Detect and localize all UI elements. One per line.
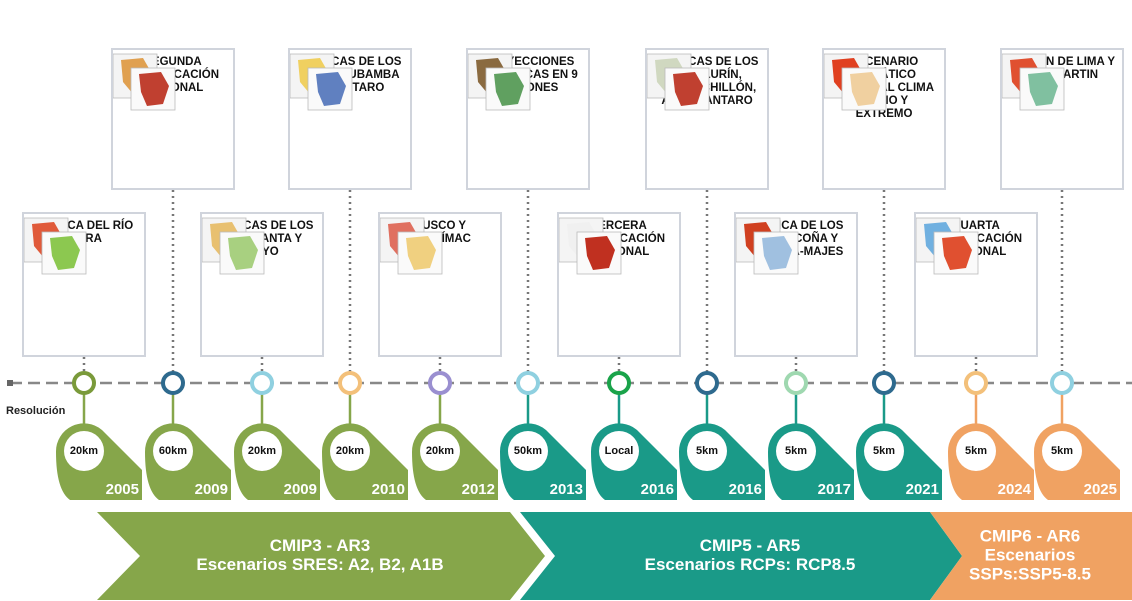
year: 2025 [1084,481,1117,498]
timeline-node [786,373,806,393]
map-thumbnail [736,214,800,276]
rail-start [7,380,13,386]
year: 2024 [998,481,1032,498]
resolution: 60km [159,445,187,457]
timeline-node [74,373,94,393]
resolution: 5km [1051,445,1073,457]
resolution: 5km [965,445,987,457]
publication-card: TERCERA COMUNICACIÓN NACIONAL [557,212,681,357]
resolution: 5km [696,445,718,457]
era-title: CMIP5 - AR5 [700,536,800,555]
timeline-node [966,373,986,393]
publication-card: CUSCO Y APURÍMAC [378,212,502,357]
timeline-node [252,373,272,393]
map-thumbnail [559,214,623,276]
year: 2021 [906,481,939,498]
map-thumbnail [380,214,444,276]
map-thumbnail [1002,50,1066,112]
map-thumbnail [824,50,888,112]
era-title: CMIP6 - AR6 [980,526,1080,545]
resolution: 20km [70,445,98,457]
resolution: 5km [873,445,895,457]
map-thumbnail [290,50,354,112]
publication-card: SEGUNDA COMUNICACIÓN NACIONAL [111,48,235,190]
year: 2005 [106,481,139,498]
resolution-label: Resolución [6,405,65,417]
year: 2016 [641,481,674,498]
year: 2010 [372,481,405,498]
year: 2012 [462,481,495,498]
resolution: 5km [785,445,807,457]
resolution: 20km [336,445,364,457]
map-thumbnail [24,214,88,276]
timeline-node [874,373,894,393]
timeline-node [609,373,629,393]
map-thumbnail [468,50,532,112]
timeline-node [430,373,450,393]
era-line: Escenarios SRES: A2, B2, A1B [196,555,443,574]
resolution: 20km [426,445,454,457]
timeline-node [340,373,360,393]
resolution: 20km [248,445,276,457]
year: 2009 [284,481,317,498]
map-thumbnail [647,50,711,112]
publication-card: ESCENARIO CLIMÁTICO NACIONAL CLIMA MEDIO… [822,48,946,190]
publication-card: REGIÓN DE LIMA Y SAN MARTIN [1000,48,1124,190]
timeline-node [1052,373,1072,393]
year: 2016 [729,481,762,498]
timeline-infographic: CMIP3 - AR3Escenarios SRES: A2, B2, A1B C… [0,0,1132,601]
resolution: 50km [514,445,542,457]
year: 2009 [195,481,228,498]
era-line: Escenarios [985,545,1076,564]
map-thumbnail [202,214,266,276]
timeline-node [697,373,717,393]
timeline-node [518,373,538,393]
era-line: SSPs:SSP5-8.5 [969,564,1091,583]
map-thumbnail [113,50,177,112]
publication-card: CUARTA COMUNICACIÓN NACIONAL [914,212,1038,357]
resolution: Local [605,445,634,457]
publication-card: PROYECCIONES CLIMÁTICAS EN 9 REGIONES [466,48,590,190]
timeline-node [163,373,183,393]
era-title: CMIP3 - AR3 [270,536,370,555]
era-line: Escenarios RCPs: RCP8.5 [645,555,856,574]
year: 2013 [550,481,583,498]
map-thumbnail [916,214,980,276]
publication-card: CUENCA DEL RÍO PIURA [22,212,146,357]
year: 2017 [818,481,851,498]
